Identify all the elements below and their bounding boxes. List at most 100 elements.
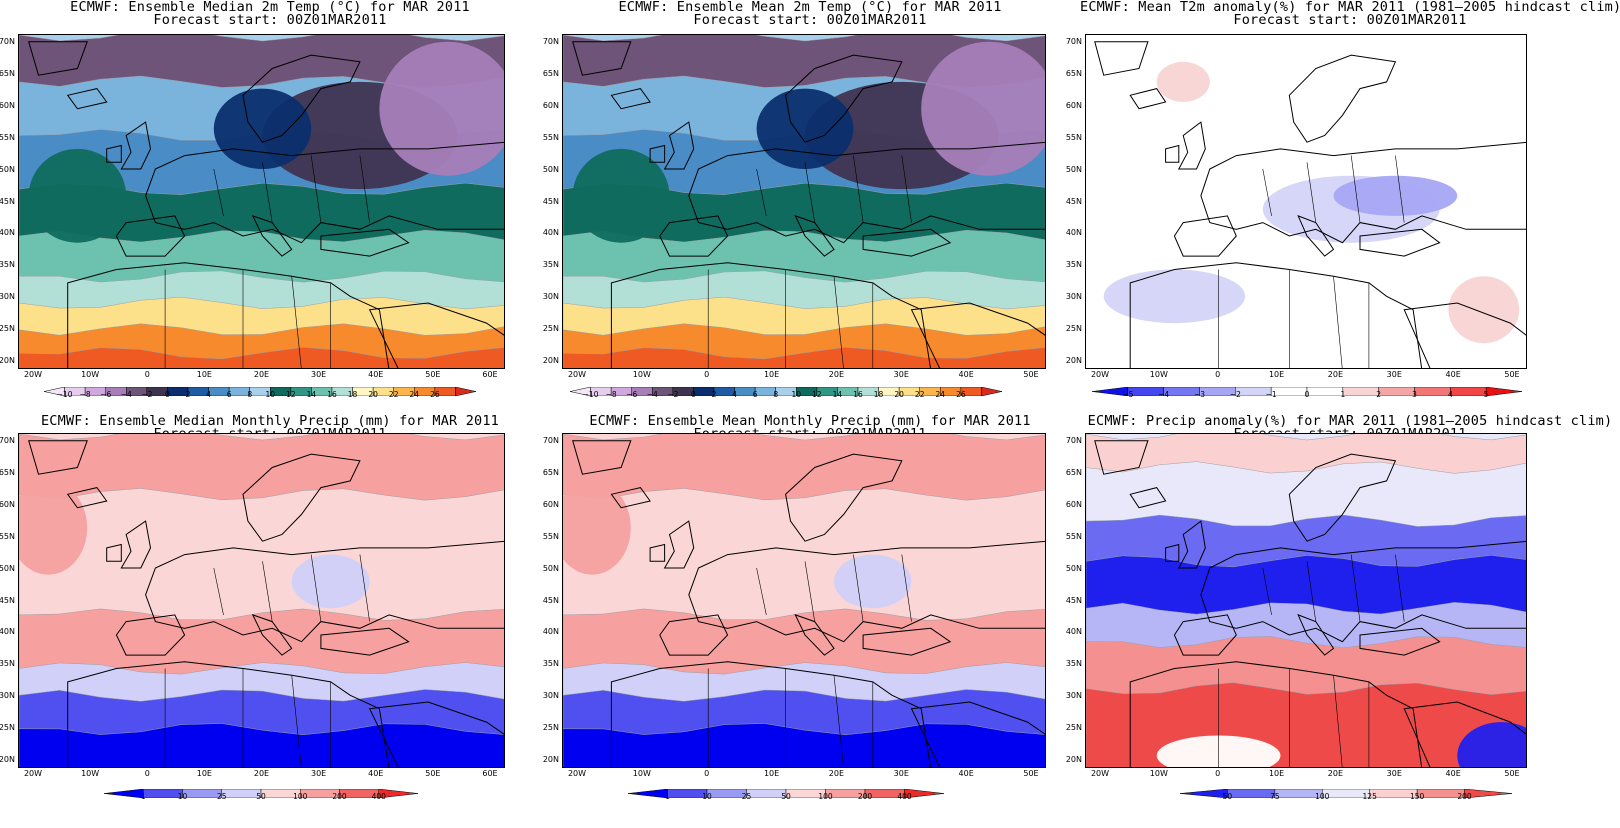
latitude-label: 35N (1065, 260, 1082, 270)
colorbar: 50 75 100 125 150 200 (1179, 783, 1513, 801)
longitude-label: 50E (425, 769, 441, 778)
colorbar-label: 4 (1447, 390, 1453, 399)
longitude-label: 20W (1090, 370, 1110, 379)
latitude-label: 20N (0, 356, 15, 365)
colorbar-label: 400 (897, 792, 912, 801)
latitude-label: 45N (542, 196, 559, 206)
colorbar-label: 5 (1483, 390, 1489, 399)
longitude-label: 40E (958, 370, 974, 379)
colorbar-label: −6 (626, 390, 638, 399)
colorbar-label: 2 (711, 390, 717, 399)
longitude-label: 20W (23, 370, 43, 379)
latitude-label: 70N (1065, 37, 1082, 46)
latitude-label: 30N (0, 691, 15, 701)
colorbar-swatches (43, 386, 477, 397)
longitude-label: 50E (1023, 370, 1039, 379)
latitude-label: 25N (542, 723, 559, 733)
latitude-label: 65N (542, 467, 559, 477)
longitude-label: 20W (567, 769, 587, 778)
latitude-label: 50N (542, 563, 559, 573)
colorbar-label: −1 (1265, 390, 1277, 399)
latitude-label: 65N (0, 68, 15, 78)
latitude-label: 60N (1065, 100, 1082, 110)
colorbar-swatch (378, 788, 419, 799)
latitude-label: 45N (1065, 196, 1082, 206)
map-area (18, 34, 505, 369)
longitude-label: 10E (1268, 370, 1285, 379)
colorbar-label: 200 (332, 792, 347, 801)
colorbar-label: 24 (935, 390, 946, 399)
map-area (1085, 433, 1527, 768)
latitude-label: 35N (0, 260, 15, 270)
latitude-label: 20N (1065, 755, 1082, 764)
colorbar-label: 16 (327, 390, 337, 399)
longitude-label: 10E (1268, 769, 1285, 778)
longitude-label: 50E (1504, 769, 1520, 778)
latitude-label: 60N (542, 499, 559, 509)
colorbar-label: −6 (100, 390, 112, 399)
colorbar-label: 100 (293, 792, 308, 801)
colorbar-swatches (627, 788, 945, 799)
colorbar: 1 10 25 50 100 200 400 (627, 783, 945, 801)
latitude-label: 40N (542, 627, 559, 637)
colorbar-label: 200 (857, 792, 873, 801)
colorbar-label: −10 (56, 390, 73, 399)
longitude-label: 0 (1215, 370, 1221, 379)
colorbar-label: 4 (732, 390, 737, 399)
map-canvas (563, 434, 1045, 767)
longitude-label: 10W (1149, 769, 1168, 778)
latitude-label: 55N (1065, 132, 1082, 142)
latitude-label: 45N (0, 595, 15, 605)
longitude-label: 10W (1149, 370, 1168, 379)
panel-title: ECMWF: Ensemble Median 2m Temp (°C) for … (70, 0, 470, 15)
colorbar-label: 50 (781, 792, 791, 801)
panel-subtitle: Forecast start: 00Z01MAR2011 (1233, 12, 1467, 28)
colorbar-label: 0 (691, 390, 696, 399)
longitude-label: 20W (567, 370, 587, 379)
longitude-label: 50E (425, 370, 441, 379)
longitude-label: 40E (368, 370, 384, 379)
colorbar-swatch (1485, 386, 1523, 397)
colorbar-label: 75 (1270, 792, 1280, 801)
colorbar-label: 2 (1376, 390, 1382, 399)
panel-temp-anomaly: ECMWF: Mean T2m anomaly(%) for MAR 2011 … (1066, 0, 1620, 414)
colorbar-label: 24 (409, 390, 420, 399)
longitude-label: 20W (23, 769, 43, 778)
latitude-label: 25N (1065, 324, 1082, 334)
latitude-label: 40N (542, 228, 559, 238)
map-canvas (563, 35, 1045, 368)
longitude-label: 10E (196, 769, 212, 778)
latitude-label: 30N (1065, 691, 1082, 701)
colorbar-label: 12 (812, 390, 822, 399)
map-canvas (1086, 35, 1526, 368)
latitude-label: 70N (0, 436, 15, 445)
latitude-label: 60N (0, 499, 15, 509)
longitude-label: 30E (1386, 769, 1402, 778)
colorbar-label: 25 (741, 792, 752, 801)
latitude-label: 60N (0, 100, 15, 110)
longitude-label: 20E (253, 370, 270, 379)
colorbar-label: −8 (79, 390, 91, 399)
latitude-label: 20N (1065, 356, 1082, 365)
longitude-label: 20E (828, 370, 845, 379)
colorbar-label: −2 (141, 390, 153, 399)
latitude-label: 50N (1065, 563, 1082, 573)
longitude-label: 50E (1504, 370, 1520, 379)
latitude-label: 50N (0, 563, 15, 573)
latitude-label: 55N (0, 132, 15, 142)
longitude-label: 10W (632, 769, 651, 778)
colorbar-label: 400 (371, 792, 386, 801)
latitude-label: 45N (0, 196, 15, 206)
colorbar-label: 16 (853, 390, 863, 399)
longitude-label: 30E (311, 769, 327, 778)
latitude-label: 70N (542, 436, 559, 445)
colorbar-label: 20 (368, 390, 378, 399)
colorbar-label: 18 (347, 390, 358, 399)
longitude-label: 0 (704, 769, 710, 778)
panel-title: ECMWF: Precip anomaly(%) for MAR 2011 (1… (1087, 413, 1613, 429)
longitude-label: 20E (1327, 769, 1344, 778)
latitude-label: 50N (1065, 164, 1082, 174)
latitude-label: 25N (542, 324, 559, 334)
longitude-label: 10E (763, 769, 780, 778)
longitude-label: 10E (196, 370, 212, 379)
